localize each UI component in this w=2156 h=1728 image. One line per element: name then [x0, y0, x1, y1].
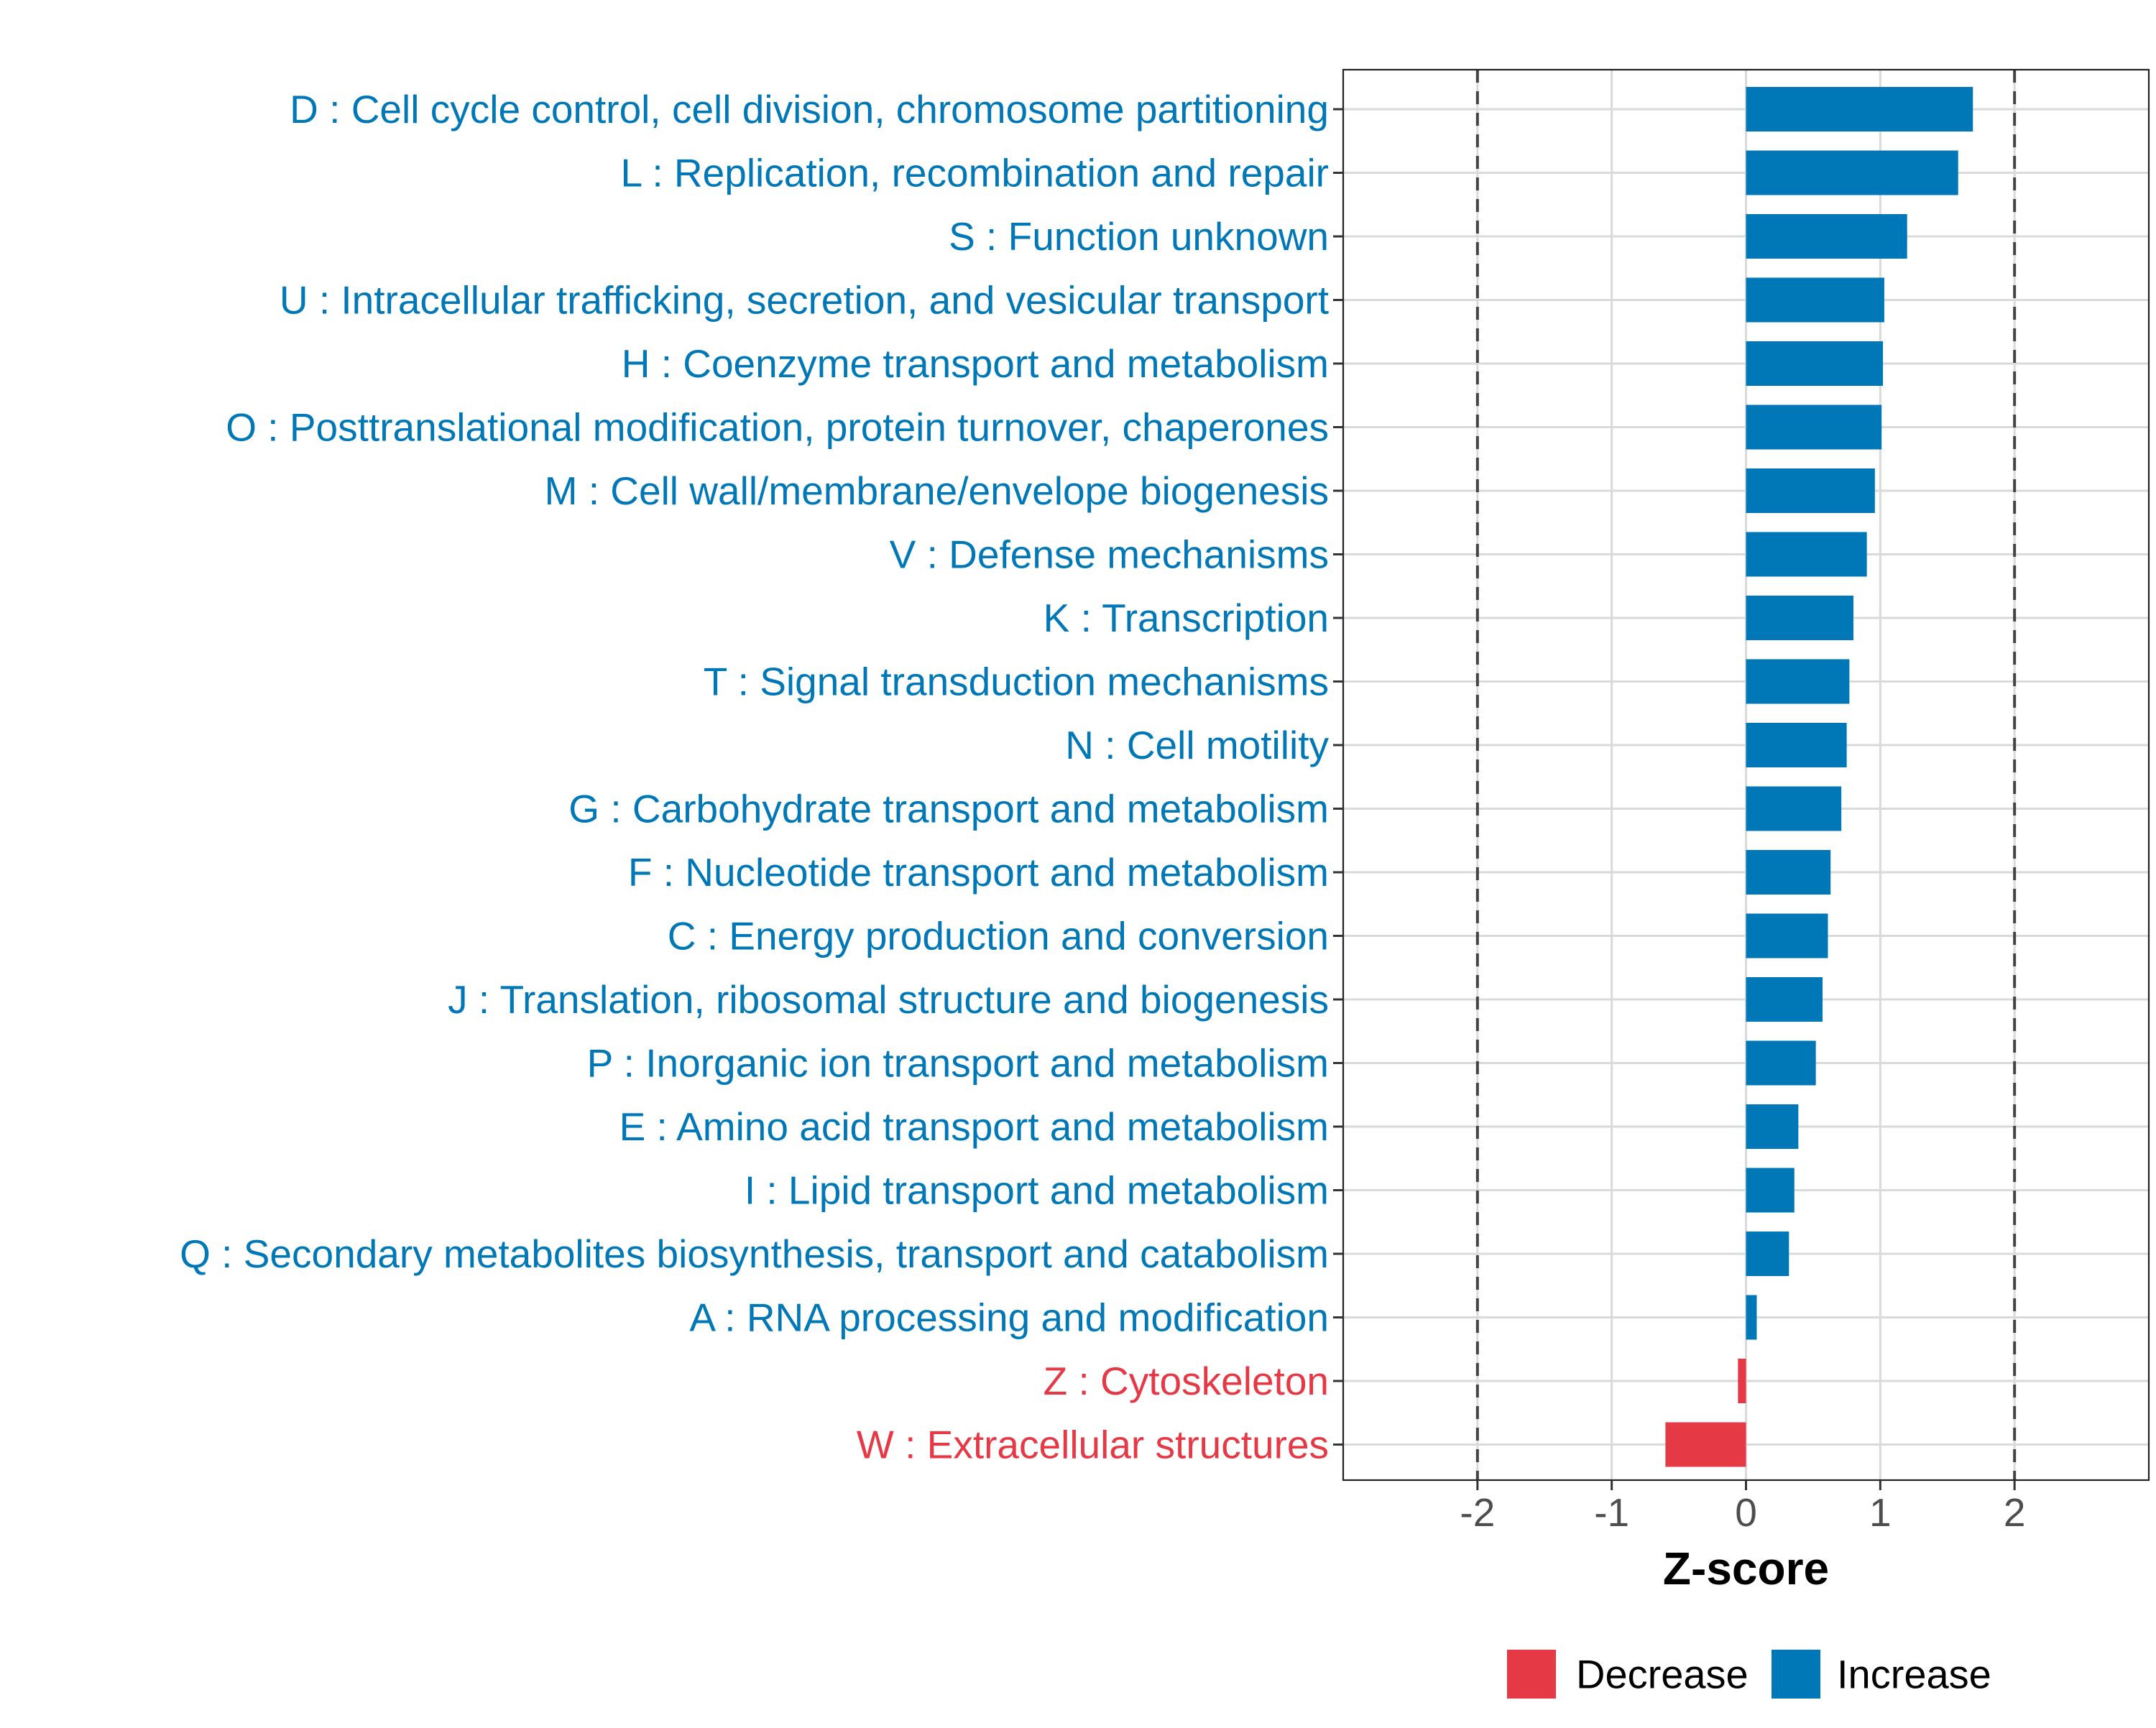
bar	[1746, 596, 1853, 640]
category-label: U : Intracellular trafficking, secretion…	[280, 278, 1329, 323]
x-tick-label: 0	[1735, 1490, 1757, 1535]
x-tick-label: -1	[1594, 1490, 1629, 1535]
bar	[1665, 1422, 1746, 1467]
category-label: N : Cell motility	[1065, 723, 1329, 767]
y-axis-ticks	[1333, 108, 1343, 1446]
bar	[1746, 150, 1958, 195]
legend: Decrease Increase	[1507, 1650, 1991, 1699]
category-label: M : Cell wall/membrane/envelope biogenes…	[545, 468, 1329, 513]
bar	[1746, 214, 1907, 259]
bar	[1746, 977, 1823, 1022]
category-label: T : Signal transduction mechanisms	[704, 660, 1329, 704]
bar	[1746, 659, 1850, 704]
legend-swatch-increase	[1772, 1650, 1820, 1699]
bar	[1746, 913, 1828, 958]
bar	[1738, 1359, 1746, 1403]
bar	[1746, 723, 1847, 767]
y-axis-category-labels: D : Cell cycle control, cell division, c…	[180, 87, 1329, 1467]
category-label: Q : Secondary metabolites biosynthesis, …	[180, 1232, 1329, 1276]
bar	[1746, 277, 1884, 323]
x-tick-label: 2	[2004, 1490, 2026, 1535]
category-label: A : RNA processing and modification	[689, 1295, 1329, 1340]
bar	[1746, 405, 1882, 450]
category-label: E : Amino acid transport and metabolism	[619, 1104, 1329, 1149]
category-label: O : Posttranslational modification, prot…	[226, 405, 1329, 450]
bar	[1746, 1104, 1799, 1149]
bar	[1746, 87, 1973, 131]
bar	[1746, 468, 1875, 513]
category-label: D : Cell cycle control, cell division, c…	[290, 87, 1329, 131]
category-label: G : Carbohydrate transport and metabolis…	[568, 787, 1329, 831]
legend-label-increase: Increase	[1837, 1652, 1991, 1697]
bar	[1746, 532, 1867, 577]
bar	[1746, 1168, 1795, 1213]
x-axis-ticks: -2 -1 0 1 2	[1460, 1480, 2025, 1535]
legend-label-decrease: Decrease	[1576, 1652, 1749, 1697]
category-label: K : Transcription	[1044, 596, 1329, 640]
category-label: C : Energy production and conversion	[668, 914, 1329, 958]
category-label: I : Lipid transport and metabolism	[745, 1168, 1329, 1213]
category-label: S : Function unknown	[949, 214, 1329, 259]
bar	[1746, 786, 1842, 831]
legend-swatch-decrease	[1507, 1650, 1556, 1699]
bar	[1746, 850, 1831, 895]
category-label: H : Coenzyme transport and metabolism	[622, 341, 1329, 386]
category-label: J : Translation, ribosomal structure and…	[448, 977, 1329, 1022]
bar	[1746, 1232, 1789, 1276]
category-label: W : Extracellular structures	[857, 1423, 1329, 1467]
x-tick-label: 1	[1869, 1490, 1892, 1535]
bar	[1746, 1295, 1757, 1340]
category-label: L : Replication, recombination and repai…	[621, 151, 1329, 195]
bar	[1746, 341, 1884, 386]
category-label: F : Nucleotide transport and metabolism	[628, 850, 1329, 895]
category-label: V : Defense mechanisms	[890, 532, 1329, 577]
category-label: Z : Cytoskeleton	[1044, 1359, 1329, 1403]
reference-lines	[1475, 70, 2017, 1480]
category-label: P : Inorganic ion transport and metaboli…	[587, 1041, 1329, 1086]
x-tick-label: -2	[1460, 1490, 1495, 1535]
bars	[1665, 87, 1973, 1467]
bar	[1746, 1040, 1816, 1086]
x-axis-title: Z-score	[1663, 1543, 1829, 1594]
